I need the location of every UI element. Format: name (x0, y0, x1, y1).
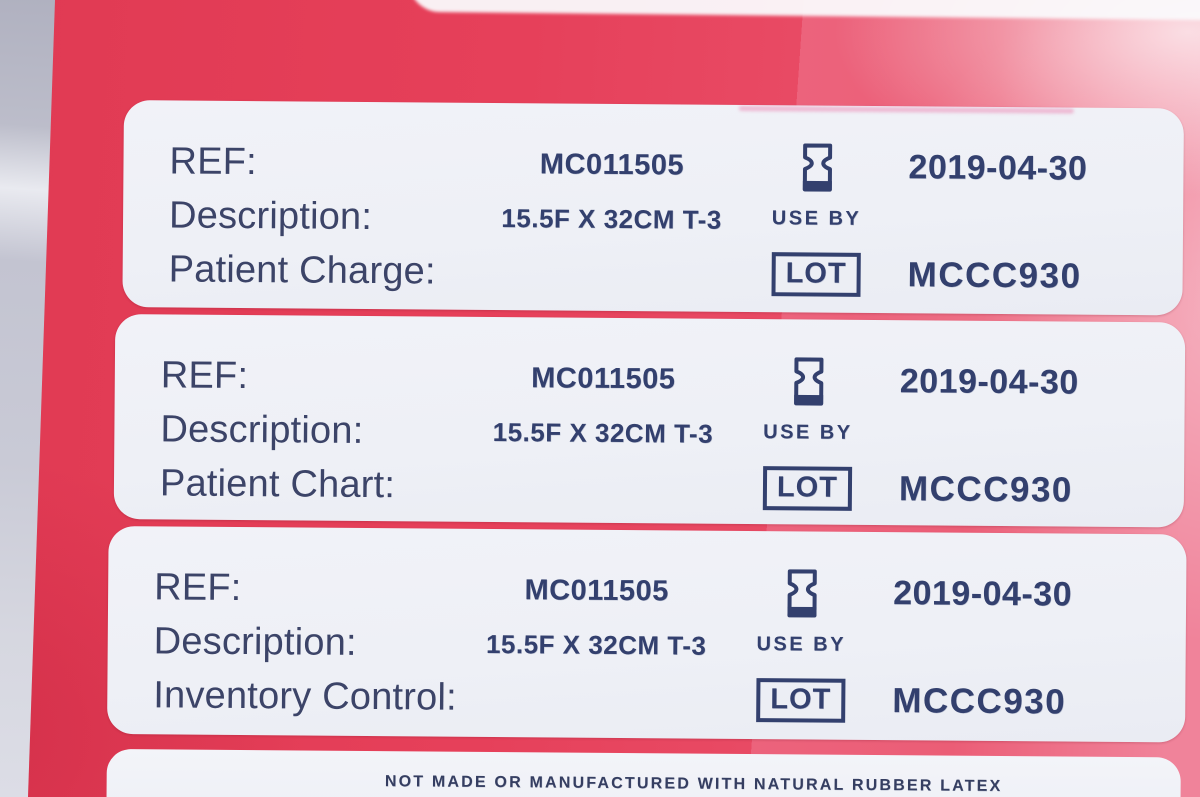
ref-value: MC011505 (524, 573, 669, 607)
ref-label: REF: (169, 140, 258, 184)
label-sticker-inventory-control: REF: MC011505 2019-04-30 Description: 15… (107, 525, 1187, 743)
use-by-caption: USE BY (771, 207, 862, 230)
glare-highlight (407, 0, 1200, 21)
hourglass-icon (786, 569, 817, 618)
latex-warning-label: NOT MADE OR MANUFACTURED WITH NATURAL RU… (106, 748, 1181, 797)
patient-chart-label: Patient Chart: (159, 462, 396, 507)
use-by-icon-cell (731, 353, 886, 408)
use-by-icon-cell (724, 565, 879, 620)
ref-value: MC011505 (531, 361, 676, 395)
lot-symbol-cell: LOT (723, 673, 878, 728)
patient-charge-label: Patient Charge: (168, 248, 436, 293)
latex-warning-text: NOT MADE OR MANUFACTURED WITH NATURAL RU… (384, 773, 1003, 796)
description-label: Description: (153, 620, 357, 664)
description-label: Description: (168, 194, 373, 239)
ref-label: REF: (154, 566, 242, 610)
lot-symbol-cell: LOT (730, 461, 885, 516)
hourglass-icon (793, 357, 823, 406)
hourglass-icon (802, 143, 832, 192)
ref-value: MC011505 (539, 147, 685, 181)
description-value: 15.5F X 32CM T-3 (501, 202, 722, 235)
lot-number: MCCC930 (907, 255, 1082, 296)
description-value: 15.5F X 32CM T-3 (485, 628, 707, 661)
ref-label: REF: (160, 354, 249, 398)
use-by-caption: USE BY (756, 633, 847, 656)
description-label: Description: (160, 408, 364, 452)
lot-symbol: LOT (771, 251, 861, 298)
lot-symbol: LOT (756, 677, 846, 724)
inventory-control-label: Inventory Control: (153, 674, 458, 719)
use-by-caption: USE BY (763, 421, 853, 444)
pink-residue-mark (738, 105, 1074, 114)
use-by-date: 2019-04-30 (899, 361, 1079, 402)
description-value: 15.5F X 32CM T-3 (492, 416, 714, 449)
label-stack: REF: MC011505 2019-04-30 Description: 15… (106, 100, 1190, 797)
use-by-date: 2019-04-30 (893, 573, 1073, 614)
lot-symbol-cell: LOT (738, 247, 893, 302)
use-by-date: 2019-04-30 (908, 147, 1088, 188)
lot-number: MCCC930 (892, 681, 1067, 722)
lot-number: MCCC930 (898, 469, 1074, 510)
label-sticker-patient-charge: REF: MC011505 2019-04-30 Description: 15… (122, 100, 1184, 316)
use-by-icon-cell (739, 139, 894, 194)
lot-symbol: LOT (762, 465, 853, 512)
label-sticker-patient-chart: REF: MC011505 2019-04-30 Description: 15… (113, 314, 1186, 528)
